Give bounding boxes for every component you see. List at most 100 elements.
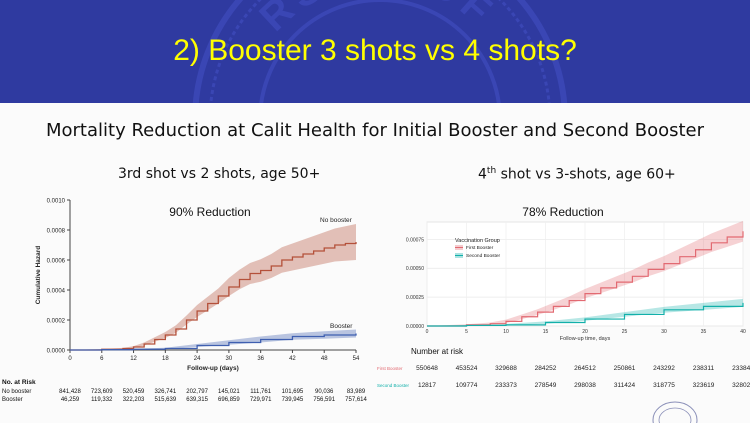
y-tick-label: 0.0000	[47, 349, 66, 355]
right-heading-superscript: th	[486, 166, 497, 176]
reduction-annotation: 78% Reduction	[522, 205, 603, 219]
risk-value: 233847	[732, 365, 750, 372]
x-tick-label: 30	[226, 356, 233, 362]
legend-entry: First Booster	[466, 245, 494, 251]
y-tick-label: 0.00050	[406, 266, 424, 272]
risk-value: 328022	[732, 382, 750, 389]
series-label-no-booster: No booster	[320, 217, 353, 224]
risk-value: 550648	[416, 365, 438, 372]
risk-value: 238311	[693, 365, 715, 372]
x-tick-label: 35	[701, 329, 707, 335]
hazard-line-first-booster	[427, 231, 744, 327]
risk-value: 329688	[495, 365, 517, 372]
risk-value: 145,021	[218, 389, 240, 395]
risk-row-label: First Booster	[377, 366, 403, 371]
x-tick-label: 25	[622, 329, 628, 335]
x-tick-label: 24	[194, 356, 201, 362]
y-tick-label: 0.00000	[406, 324, 424, 330]
risk-value: 756,591	[313, 397, 335, 403]
x-axis-label: Follow-up (days)	[187, 365, 239, 372]
risk-value: 90,036	[315, 389, 334, 395]
hazard-line-second-booster	[427, 302, 744, 327]
y-tick-label: 0.0002	[47, 319, 66, 325]
risk-value: 12817	[418, 382, 436, 389]
x-tick-label: 48	[321, 356, 328, 362]
risk-value: 723,609	[91, 389, 113, 395]
series-label-booster: Booster	[330, 323, 353, 330]
hazard-line-booster	[70, 333, 357, 351]
risk-value: 311424	[614, 382, 636, 389]
risk-value: 515,639	[154, 397, 176, 403]
risk-value: 111,761	[250, 389, 271, 395]
university-seal-watermark: RSITY OF	[192, 0, 568, 105]
risk-table-heading: Number at risk	[411, 347, 464, 356]
risk-value: 739,945	[282, 397, 304, 403]
risk-table-heading: No. at Risk	[2, 379, 36, 386]
x-tick-label: 36	[257, 356, 264, 362]
risk-value: 243292	[653, 365, 675, 372]
risk-value: 202,797	[186, 389, 208, 395]
risk-row-label: Second Booster	[377, 383, 410, 388]
right-hazard-chart: 0.00000 0.00025 0.00050 0.00075 0 5 10 15 20 25 30…	[377, 205, 750, 389]
left-hazard-chart: 0.0000 0.0002 0.0004 0.0006 0.0008 0.0010 0 6 12…	[2, 199, 368, 404]
risk-value: 298038	[574, 382, 596, 389]
risk-value: 250861	[614, 365, 636, 372]
risk-value: 453524	[456, 365, 478, 372]
y-tick-label: 0.0008	[47, 229, 66, 235]
x-tick-label: 12	[130, 356, 137, 362]
risk-value: 757,614	[345, 397, 367, 403]
risk-value: 326,741	[154, 389, 176, 395]
title-banner: RSITY OF 2) Booster 3 shots vs 4 shots?	[0, 0, 750, 105]
legend-title: Vaccination Group	[455, 238, 500, 244]
risk-value: 318775	[653, 382, 675, 389]
right-heading-number: 4	[478, 166, 487, 183]
risk-value: 639,315	[186, 397, 208, 403]
x-axis-label: Follow-up time, days	[560, 336, 611, 342]
risk-row-label: No booster	[2, 389, 31, 395]
y-tick-label: 0.0004	[47, 289, 66, 295]
right-heading-text: shot vs 3-shots, age 60+	[496, 166, 676, 183]
y-tick-label: 0.0010	[47, 199, 66, 205]
risk-value: 278549	[535, 382, 557, 389]
risk-value: 322,203	[123, 397, 145, 403]
x-tick-label: 42	[289, 356, 296, 362]
slide-title: 2) Booster 3 shots vs 4 shots?	[173, 34, 577, 67]
risk-value: 233373	[495, 382, 517, 389]
reduction-annotation: 90% Reduction	[169, 205, 250, 219]
slide-subtitle: Mortality Reduction at Calit Health for …	[45, 120, 705, 141]
x-tick-label: 15	[543, 329, 549, 335]
confidence-band-no-booster	[70, 224, 356, 350]
risk-value: 101,695	[282, 389, 304, 395]
risk-value: 729,971	[250, 397, 272, 403]
risk-value: 46,259	[61, 397, 80, 403]
legend-entry: Second Booster	[466, 253, 501, 259]
x-tick-label: 54	[353, 356, 360, 362]
risk-value: 264512	[574, 365, 596, 372]
left-chart-heading: 3rd shot vs 2 shots, age 50+	[118, 166, 321, 182]
confidence-band-booster	[70, 329, 356, 350]
right-chart-heading: 4th shot vs 3-shots, age 60+	[478, 166, 676, 183]
y-axis-label: Cumulative Hazard	[35, 246, 42, 305]
bottom-seal-icon	[652, 401, 698, 423]
risk-value: 119,332	[91, 397, 113, 403]
risk-value: 696,859	[218, 397, 240, 403]
x-tick-label: 0	[68, 356, 72, 362]
x-tick-label: 0	[426, 329, 429, 335]
y-tick-label: 0.0006	[47, 259, 66, 265]
y-tick-label: 0.00025	[406, 295, 424, 301]
x-tick-label: 18	[162, 356, 169, 362]
risk-value: 323619	[693, 382, 715, 389]
risk-value: 83,989	[347, 389, 366, 395]
x-tick-label: 10	[503, 329, 509, 335]
hazard-line-no-booster	[70, 242, 357, 351]
x-tick-label: 5	[465, 329, 468, 335]
risk-row-label: Booster	[2, 397, 23, 403]
risk-value: 520,459	[123, 389, 145, 395]
risk-value: 841,428	[59, 389, 81, 395]
x-tick-label: 30	[661, 329, 667, 335]
x-tick-label: 40	[740, 329, 746, 335]
x-tick-label: 6	[100, 356, 104, 362]
risk-value: 109774	[456, 382, 478, 389]
risk-value: 284252	[535, 365, 557, 372]
